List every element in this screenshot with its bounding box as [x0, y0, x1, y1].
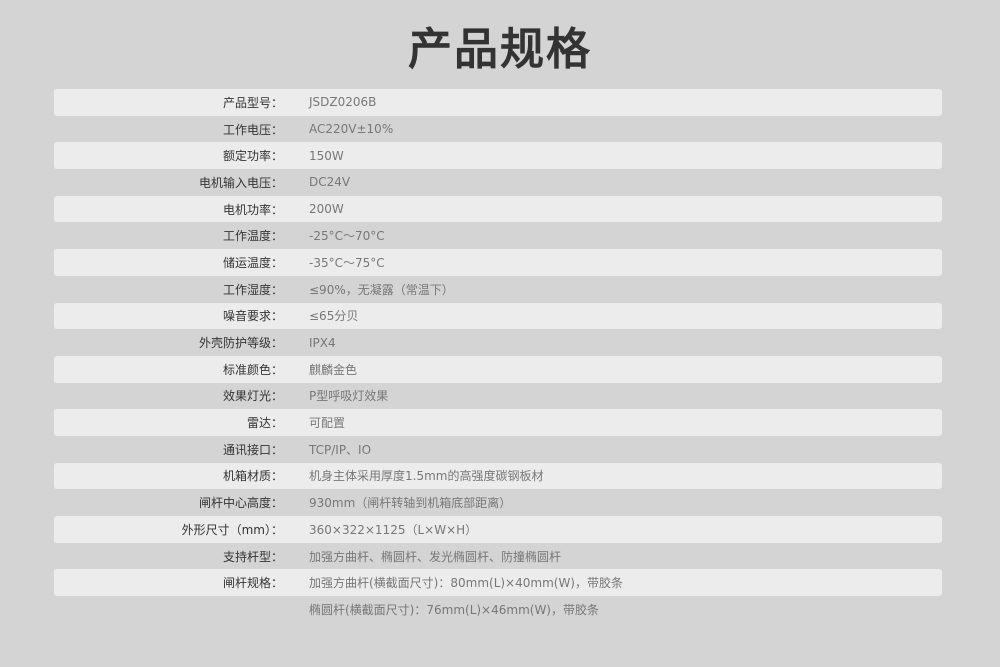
spec-value: IPX4 [309, 335, 336, 350]
spec-row: 产品型号： JSDZ0206B [54, 89, 942, 116]
spec-value: 加强方曲杆(横截面尺寸)：80mm(L)×40mm(W)，带胶条 [309, 576, 623, 591]
spec-row: 支持杆型： 加强方曲杆、椭圆杆、发光椭圆杆、防撞椭圆杆 [54, 543, 942, 570]
spec-row: 标准颜色： 麒麟金色 [54, 355, 942, 383]
spec-label: 闸杆规格： [222, 576, 283, 591]
spec-label: 支持杆型： [222, 549, 283, 564]
spec-label: 额定功率： [222, 149, 283, 164]
spec-value: 150W [309, 148, 344, 163]
spec-row: 工作湿度： ≤90%，无凝露（常温下） [54, 276, 942, 303]
spec-row: 外壳防护等级： IPX4 [54, 329, 942, 356]
spec-value: 可配置 [309, 416, 346, 431]
spec-label: 外形尺寸（mm）： [181, 522, 283, 537]
page-title: 产品规格 [408, 24, 592, 75]
spec-label: 工作湿度： [222, 282, 283, 297]
spec-value: ≤65分贝 [309, 309, 359, 324]
spec-label: 机箱材质： [222, 469, 283, 484]
spec-value: 椭圆杆(横截面尺寸)：76mm(L)×46mm(W)，带胶条 [309, 602, 599, 617]
spec-value: ≤90%，无凝露（常温下） [309, 282, 454, 297]
spec-value: 360×322×1125（L×W×H） [309, 522, 478, 537]
spec-row: 机箱材质： 机身主体采用厚度1.5mm的高强度碳钢板材 [54, 462, 942, 490]
spec-row: 效果灯光： P型呼吸灯效果 [54, 383, 942, 410]
spec-value: 加强方曲杆、椭圆杆、发光椭圆杆、防撞椭圆杆 [309, 549, 562, 564]
spec-value: 200W [309, 202, 344, 217]
spec-row: 椭圆杆(横截面尺寸)：76mm(L)×46mm(W)，带胶条 [54, 596, 942, 623]
spec-value: JSDZ0206B [309, 95, 377, 110]
spec-label: 外壳防护等级： [198, 336, 283, 351]
spec-value: P型呼吸灯效果 [309, 389, 389, 404]
spec-label: 储运温度： [222, 255, 283, 270]
spec-value: 麒麟金色 [309, 362, 358, 377]
spec-label: 产品型号： [222, 95, 283, 110]
spec-label: 噪音要求： [222, 309, 283, 324]
spec-row: 闸杆中心高度： 930mm（闸杆转轴到机箱底部距离） [54, 489, 942, 516]
spec-row: 电机输入电压： DC24V [54, 169, 942, 196]
spec-row: 电机功率： 200W [54, 195, 942, 223]
spec-row: 工作电压： AC220V±10% [54, 116, 942, 143]
spec-value: -35°C～75°C [309, 255, 385, 270]
spec-row: 外形尺寸（mm）： 360×322×1125（L×W×H） [54, 516, 942, 543]
spec-value: 930mm（闸杆转轴到机箱底部距离） [309, 496, 512, 511]
spec-label: 电机输入电压： [198, 175, 283, 190]
spec-value: TCP/IP、IO [309, 442, 372, 457]
spec-row: 储运温度： -35°C～75°C [54, 249, 942, 276]
spec-row: 工作温度： -25°C～70°C [54, 222, 942, 249]
spec-row: 闸杆规格： 加强方曲杆(横截面尺寸)：80mm(L)×40mm(W)，带胶条 [54, 569, 942, 597]
spec-table: 产品型号： JSDZ0206B 工作电压： AC220V±10% 额定功率： 150W 电机… [54, 89, 942, 623]
spec-label: 效果灯光： [222, 389, 283, 404]
spec-label: 雷达： [246, 416, 283, 431]
spec-label: 电机功率： [222, 202, 283, 217]
spec-value: -25°C～70°C [309, 229, 385, 244]
spec-value: 机身主体采用厚度1.5mm的高强度碳钢板材 [309, 469, 544, 484]
spec-row: 额定功率： 150W [54, 142, 942, 170]
spec-label: 工作电压： [222, 122, 283, 137]
spec-row: 通讯接口： TCP/IP、IO [54, 436, 942, 463]
spec-label: 工作温度： [222, 229, 283, 244]
spec-label: 通讯接口： [222, 442, 283, 457]
spec-row: 噪音要求： ≤65分贝 [54, 302, 942, 330]
spec-value: DC24V [309, 175, 351, 190]
spec-row: 雷达： 可配置 [54, 409, 942, 436]
spec-label: 闸杆中心高度： [198, 496, 283, 511]
spec-value: AC220V±10% [309, 122, 394, 137]
spec-label: 标准颜色： [222, 362, 283, 377]
